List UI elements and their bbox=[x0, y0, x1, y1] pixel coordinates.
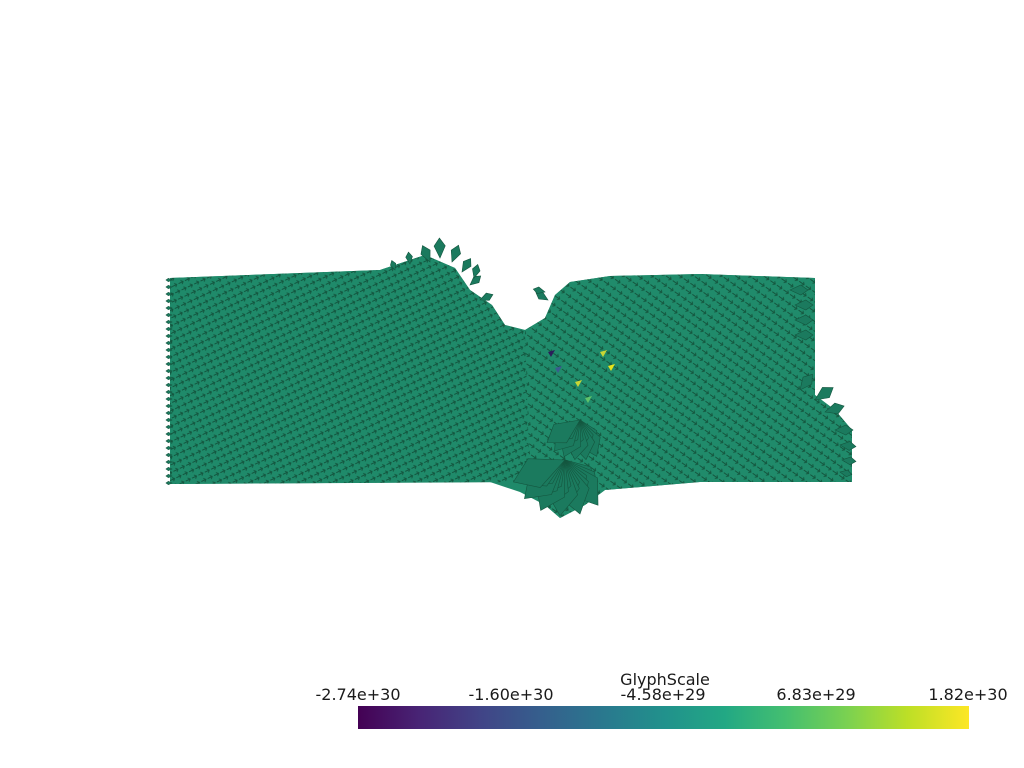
arrow-glyph bbox=[789, 284, 809, 296]
colorbar-tick-label: -2.74e+30 bbox=[315, 685, 401, 704]
arrow-glyph bbox=[165, 473, 173, 479]
arrow-glyph bbox=[165, 333, 173, 339]
arrow-glyph bbox=[165, 305, 173, 311]
arrow-glyph bbox=[420, 245, 431, 263]
arrow-glyph bbox=[165, 368, 173, 374]
arrow-glyph bbox=[512, 458, 566, 488]
arrow-glyph bbox=[814, 387, 834, 401]
arrow-glyph bbox=[165, 438, 173, 444]
arrow-glyph bbox=[165, 410, 173, 416]
arrow-glyph bbox=[165, 459, 173, 465]
arrow-glyph bbox=[532, 286, 546, 294]
arrow-glyph bbox=[824, 402, 845, 415]
arrow-glyph bbox=[433, 237, 446, 259]
arrow-glyph bbox=[165, 319, 173, 325]
arrow-glyph bbox=[405, 251, 413, 265]
arrow-glyph bbox=[165, 389, 173, 395]
arrow-glyph bbox=[165, 347, 173, 353]
arrow-glyph bbox=[165, 361, 173, 367]
highlight-glyph bbox=[608, 364, 615, 371]
arrow-glyph bbox=[546, 419, 581, 444]
arrow-glyph bbox=[165, 284, 173, 290]
arrow-glyph bbox=[165, 431, 173, 437]
arrow-glyph bbox=[165, 291, 173, 297]
colorbar-tick-label: 6.83e+29 bbox=[776, 685, 856, 704]
arrow-glyph bbox=[794, 314, 814, 326]
arrow-glyph bbox=[165, 326, 173, 332]
highlight-glyph bbox=[555, 366, 562, 373]
arrow-glyph bbox=[390, 260, 397, 271]
arrow-glyph bbox=[165, 298, 173, 304]
arrow-glyph bbox=[535, 291, 549, 301]
arrow-glyph bbox=[165, 466, 173, 472]
arrow-glyph bbox=[794, 329, 814, 341]
arrow-glyph bbox=[450, 244, 461, 263]
colorbar-tick-label: -1.60e+30 bbox=[468, 685, 554, 704]
arrow-glyph bbox=[165, 403, 173, 409]
arrow-glyph bbox=[469, 275, 482, 286]
arrow-glyph bbox=[461, 258, 472, 273]
arrow-glyph bbox=[165, 354, 173, 360]
arrow-glyph bbox=[165, 312, 173, 318]
arrow-glyph bbox=[165, 382, 173, 388]
arrow-glyph bbox=[799, 373, 813, 391]
arrow-glyph bbox=[165, 424, 173, 430]
glyph-field-texture-right bbox=[525, 274, 852, 518]
colorbar-tick-label: -4.58e+29 bbox=[620, 685, 706, 704]
arrow-glyph bbox=[472, 264, 481, 279]
highlight-glyph bbox=[575, 380, 582, 387]
arrow-glyph bbox=[165, 396, 173, 402]
colorbar-title: GlyphScale bbox=[620, 670, 710, 689]
arrow-glyph bbox=[794, 299, 814, 311]
glyph-spikes bbox=[165, 237, 857, 517]
arrow-glyph bbox=[479, 292, 494, 301]
arrow-glyph bbox=[165, 375, 173, 381]
highlight-glyph bbox=[548, 350, 555, 357]
colorbar-tick-label: 1.82e+30 bbox=[928, 685, 1008, 704]
arrow-glyph bbox=[839, 469, 853, 478]
arrow-glyph bbox=[839, 441, 857, 451]
arrow-glyph bbox=[165, 340, 173, 346]
highlight-glyph bbox=[600, 350, 607, 357]
arrow-glyph bbox=[165, 452, 173, 458]
arrow-glyph bbox=[834, 424, 854, 436]
arrow-glyph bbox=[165, 480, 173, 486]
arrow-glyph bbox=[165, 417, 173, 423]
colorbar-gradient bbox=[358, 706, 969, 729]
singularity-glyphs bbox=[548, 350, 615, 403]
highlight-glyph bbox=[585, 396, 592, 403]
arrow-glyph bbox=[165, 445, 173, 451]
glyph-field-texture-left bbox=[170, 255, 530, 484]
arrow-glyph bbox=[165, 277, 173, 283]
arrow-glyph bbox=[841, 456, 857, 466]
